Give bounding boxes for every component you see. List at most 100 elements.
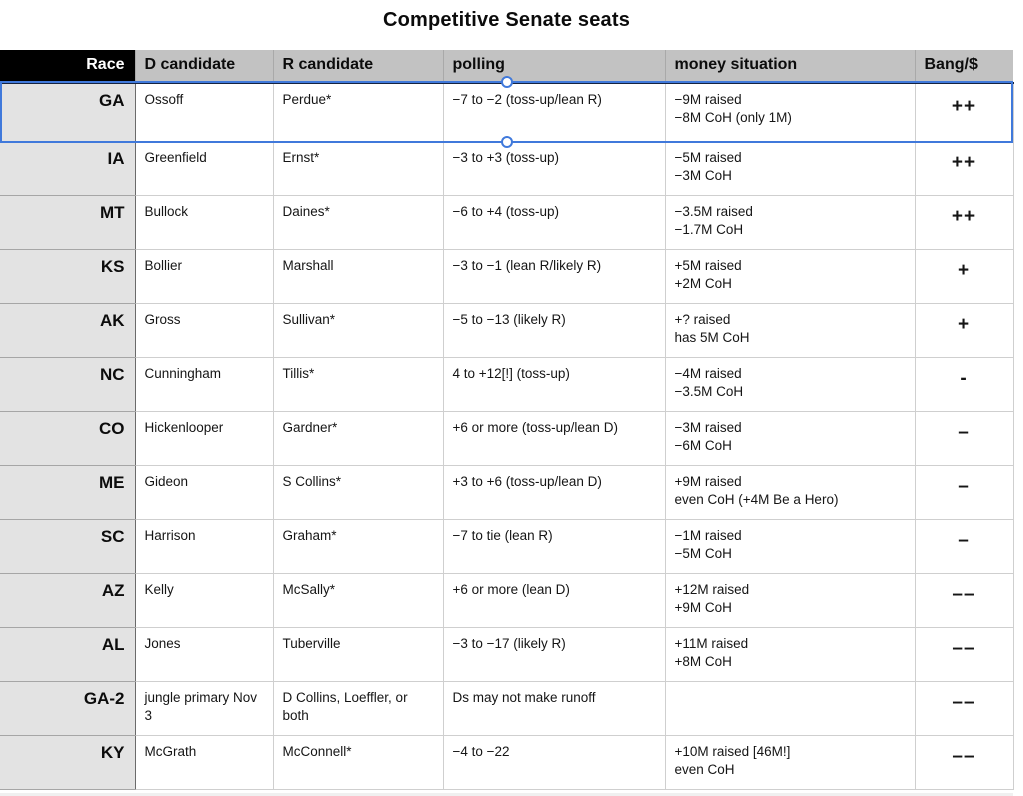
cell-money[interactable]: −5M raised −3M CoH	[664, 140, 916, 196]
senate-seats-table: Race D candidate R candidate polling mon…	[0, 50, 1014, 790]
cell-r[interactable]: Gardner*	[272, 410, 444, 466]
cell-r[interactable]: Tillis*	[272, 356, 444, 412]
cell-money[interactable]: −9M raised −8M CoH (only 1M)	[664, 82, 916, 142]
cell-race[interactable]: NC	[0, 357, 136, 412]
cell-polling[interactable]: −4 to −22	[442, 734, 666, 790]
cell-money[interactable]: −4M raised −3.5M CoH	[664, 356, 916, 412]
cell-polling[interactable]: 4 to +12[!] (toss-up)	[442, 356, 666, 412]
cell-bang[interactable]: –	[914, 410, 1014, 466]
cell-bang[interactable]: ––	[914, 572, 1014, 628]
cell-bang[interactable]: +	[914, 248, 1014, 304]
cell-race[interactable]: KS	[0, 249, 136, 304]
cell-bang[interactable]: ––	[914, 626, 1014, 682]
row-selection-outline[interactable]	[0, 76, 1013, 148]
cell-money[interactable]: −3M raised −6M CoH	[664, 410, 916, 466]
cell-money[interactable]: +11M raised +8M CoH	[664, 626, 916, 682]
cell-r[interactable]: McConnell*	[272, 734, 444, 790]
column-header-polling[interactable]: polling	[442, 50, 665, 84]
cell-race[interactable]: KY	[0, 735, 136, 790]
cell-race[interactable]: ME	[0, 465, 136, 520]
cell-polling[interactable]: −7 to tie (lean R)	[442, 518, 666, 574]
table-row-nc: NC Cunningham Tillis* 4 to +12[!] (toss-up)…	[0, 356, 1014, 412]
selection-handle-top-icon[interactable]	[500, 76, 513, 88]
cell-polling[interactable]: +3 to +6 (toss-up/lean D)	[442, 464, 666, 520]
cell-d[interactable]: Bullock	[134, 194, 274, 250]
cell-money[interactable]: +9M raised even CoH (+4M Be a Hero)	[664, 464, 916, 520]
cell-r[interactable]: Perdue*	[272, 82, 444, 142]
cell-polling[interactable]: Ds may not make runoff	[442, 680, 666, 736]
table-row-mt: MT Bullock Daines* −6 to +4 (toss-up) −3.5M …	[0, 194, 1014, 250]
cell-bang[interactable]: +	[914, 302, 1014, 358]
column-header-race[interactable]: Race	[0, 50, 135, 84]
table-row-co: CO Hickenlooper Gardner* +6 or more (toss-u…	[0, 410, 1014, 466]
cell-d[interactable]: Hickenlooper	[134, 410, 274, 466]
selection-handle-bottom-icon[interactable]	[500, 136, 513, 148]
cell-d[interactable]: Greenfield	[134, 140, 274, 196]
cell-money[interactable]: +? raised has 5M CoH	[664, 302, 916, 358]
cell-race[interactable]: AZ	[0, 573, 136, 628]
column-header-bang[interactable]: Bang/$	[914, 50, 1013, 84]
cell-d[interactable]: Cunningham	[134, 356, 274, 412]
cell-race[interactable]: SC	[0, 519, 136, 574]
table-row-az: AZ Kelly McSally* +6 or more (lean D) +12M r…	[0, 572, 1014, 628]
cell-r[interactable]: D Collins, Loeffler, or both	[272, 680, 444, 736]
cell-r[interactable]: Daines*	[272, 194, 444, 250]
cell-money[interactable]	[664, 680, 916, 736]
cell-polling[interactable]: +6 or more (lean D)	[442, 572, 666, 628]
cell-d[interactable]: McGrath	[134, 734, 274, 790]
cell-bang[interactable]: ++	[914, 82, 1014, 142]
cell-race[interactable]: GA	[0, 83, 136, 142]
cell-d[interactable]: Gross	[134, 302, 274, 358]
table-body: GA Ossoff Perdue* −7 to −2 (toss-up/lean R)…	[0, 82, 1014, 790]
cell-r[interactable]: Tuberville	[272, 626, 444, 682]
cell-bang[interactable]: ––	[914, 680, 1014, 736]
cell-d[interactable]: Ossoff	[134, 82, 274, 142]
column-header-d-candidate[interactable]: D candidate	[134, 50, 273, 84]
cell-d[interactable]: jungle primary Nov 3	[134, 680, 274, 736]
cell-r[interactable]: Ernst*	[272, 140, 444, 196]
page-title: Competitive Senate seats	[382, 9, 631, 31]
cell-polling[interactable]: −3 to −1 (lean R/likely R)	[442, 248, 666, 304]
cell-race[interactable]: IA	[0, 141, 136, 196]
cell-race[interactable]: AK	[0, 303, 136, 358]
table-row-ia: IA Greenfield Ernst* −3 to +3 (toss-up) −5M …	[0, 140, 1014, 196]
cell-r[interactable]: Graham*	[272, 518, 444, 574]
cell-polling[interactable]: −5 to −13 (likely R)	[442, 302, 666, 358]
cell-polling[interactable]: −3 to −17 (likely R)	[442, 626, 666, 682]
cell-race[interactable]: CO	[0, 411, 136, 466]
cell-r[interactable]: S Collins*	[272, 464, 444, 520]
column-header-r-candidate[interactable]: R candidate	[272, 50, 443, 84]
cell-bang[interactable]: ––	[914, 734, 1014, 790]
cell-race[interactable]: AL	[0, 627, 136, 682]
table-row-ak: AK Gross Sullivan* −5 to −13 (likely R) +? r…	[0, 302, 1014, 358]
cell-polling[interactable]: −6 to +4 (toss-up)	[442, 194, 666, 250]
cell-bang[interactable]: -	[914, 356, 1014, 412]
cell-d[interactable]: Bollier	[134, 248, 274, 304]
column-header-money-situation[interactable]: money situation	[664, 50, 915, 84]
cell-d[interactable]: Jones	[134, 626, 274, 682]
cell-money[interactable]: −1M raised −5M CoH	[664, 518, 916, 574]
cell-polling[interactable]: +6 or more (toss-up/lean D)	[442, 410, 666, 466]
cell-d[interactable]: Harrison	[134, 518, 274, 574]
cell-race[interactable]: MT	[0, 195, 136, 250]
cell-bang[interactable]: –	[914, 464, 1014, 520]
cell-polling[interactable]: −3 to +3 (toss-up)	[442, 140, 666, 196]
cell-money[interactable]: −3.5M raised −1.7M CoH	[664, 194, 916, 250]
cell-r[interactable]: Marshall	[272, 248, 444, 304]
cell-d[interactable]: Kelly	[134, 572, 274, 628]
cell-d[interactable]: Gideon	[134, 464, 274, 520]
cell-money[interactable]: +12M raised +9M CoH	[664, 572, 916, 628]
cell-r[interactable]: Sullivan*	[272, 302, 444, 358]
table-row-ky: KY McGrath McConnell* −4 to −22 +10M raised …	[0, 734, 1014, 790]
cell-polling[interactable]: −7 to −2 (toss-up/lean R)	[442, 82, 666, 142]
cell-money[interactable]: +10M raised [46M!] even CoH	[664, 734, 916, 790]
cell-race[interactable]: GA-2	[0, 681, 136, 736]
table-row-sc: SC Harrison Graham* −7 to tie (lean R) −1M r…	[0, 518, 1014, 574]
cell-money[interactable]: +5M raised +2M CoH	[664, 248, 916, 304]
cell-bang[interactable]: ++	[914, 194, 1014, 250]
cell-bang[interactable]: ++	[914, 140, 1014, 196]
cell-r[interactable]: McSally*	[272, 572, 444, 628]
cell-bang[interactable]: –	[914, 518, 1014, 574]
